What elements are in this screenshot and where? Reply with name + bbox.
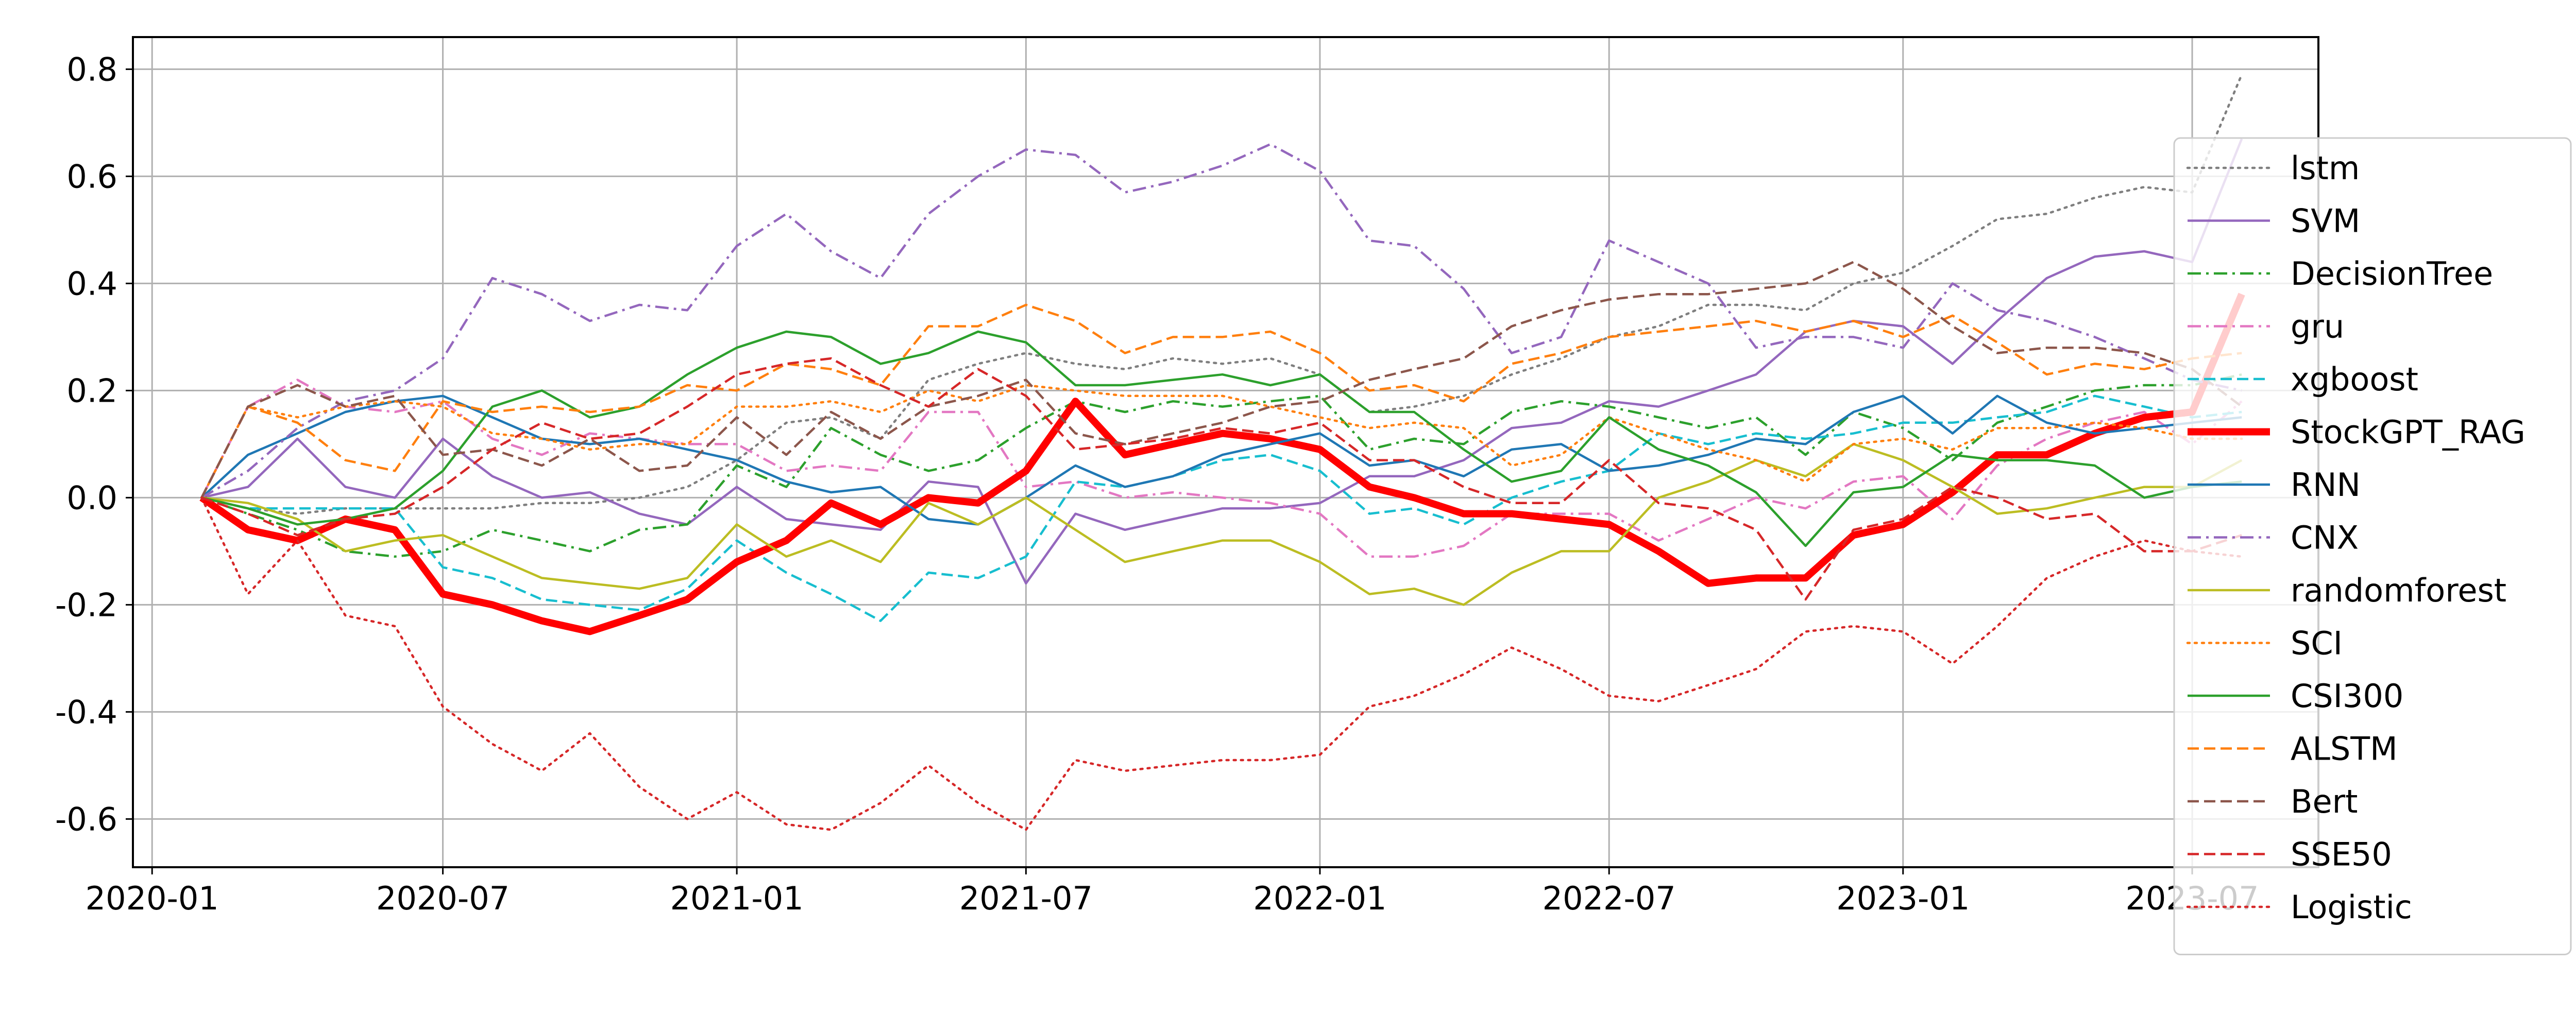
x-tick-label: 2021-01 [670, 880, 804, 917]
legend-label: gru [2291, 308, 2344, 346]
y-tick-label: 0.6 [66, 158, 117, 195]
legend: lstm SVM DecisionTree gru xgboost StockGPT_RA… [2173, 137, 2572, 955]
grid [133, 37, 2318, 867]
legend-label: lstm [2291, 149, 2360, 187]
legend-box [2173, 137, 2572, 955]
series-line-lstm [200, 73, 2243, 515]
series-line-csi300 [201, 330, 2242, 547]
legend-label: Logistic [2291, 888, 2412, 926]
x-tick-label: 2020-01 [86, 880, 219, 917]
series-line-randomforest [201, 443, 2243, 606]
y-tick-label: 0.8 [66, 50, 117, 88]
x-tick-label: 2023-01 [1836, 880, 1970, 917]
x-tick-label: 2020-07 [376, 880, 510, 917]
series-line-cnx [201, 143, 2242, 499]
y-tick-label: 0.2 [66, 372, 117, 409]
legend-label: xgboost [2291, 360, 2418, 398]
legend-label: randomforest [2291, 572, 2506, 609]
legend-label: CSI300 [2291, 677, 2403, 715]
series-line-alstm [200, 303, 2242, 498]
series-line-logistic [200, 496, 2243, 831]
y-tick-label: 0.4 [66, 265, 117, 302]
x-tick-label: 2021-07 [959, 880, 1093, 917]
y-tick-label: 0.0 [66, 479, 117, 517]
series-line-stockgpt-rag [199, 293, 2245, 635]
y-tick-label: -0.2 [55, 586, 117, 624]
legend-label: SSE50 [2291, 836, 2392, 873]
series-line-sse50 [201, 357, 2242, 601]
legend-label: ALSTM [2291, 730, 2398, 768]
legend-label: StockGPT_RAG [2291, 414, 2526, 451]
legend-label: DecisionTree [2291, 255, 2493, 293]
legend-label: CNX [2291, 519, 2359, 557]
legend-label: SCI [2291, 625, 2343, 662]
x-tick-label: 2022-07 [1543, 880, 1676, 917]
y-tick-label: -0.6 [55, 800, 117, 838]
series-line-sci [200, 384, 2243, 499]
legend-label: Bert [2291, 783, 2358, 820]
series-lines [199, 73, 2245, 831]
x-tick-label: 2022-01 [1253, 880, 1386, 917]
series-line-decisiontree [201, 373, 2242, 558]
legend-label: RNN [2291, 466, 2361, 504]
series-line-bert [200, 261, 2243, 498]
series-line-gru [200, 379, 2243, 558]
series-line-svm [201, 138, 2243, 585]
axis-ticks: 2020-01 2020-07 2021-01 2021-07 2022-01 2022-… [55, 50, 2259, 917]
legend-label: SVM [2291, 202, 2360, 240]
series-line-xgboost [201, 394, 2242, 622]
y-tick-label: -0.4 [55, 693, 117, 731]
